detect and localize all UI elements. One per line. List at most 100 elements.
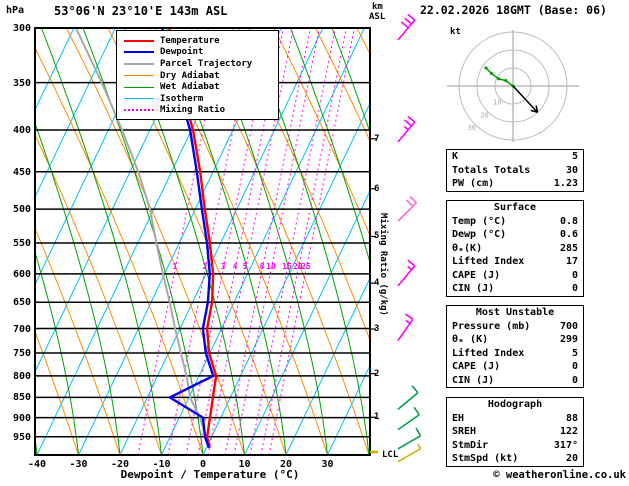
pressure-tick-label: 700 [12,323,31,335]
pressure-axis-unit: hPa [6,5,25,16]
mixing-ratio-value-label: 4 [232,262,238,271]
isotherm-line [35,28,75,111]
wet-adiabat-line [35,121,121,455]
stat-value: 122 [559,426,578,437]
mixing-ratio-value-label: 15 [282,262,292,271]
dry-adiabat-line [273,28,370,237]
stat-row: CIN (J) 0 [447,282,583,296]
km-tick-label: 2 [374,368,380,379]
isotherm-line [285,276,370,455]
km-tick-label: 4 [374,278,380,289]
isotherm-line [244,189,370,455]
stats-box-surface: Surface Temp (°C) 0.8 Dewp (°C) 0.6 θₑ(K) 285 L… [446,200,584,297]
stat-value: 0 [571,361,578,372]
temperature-tick-label: 0 [199,459,207,470]
legend-item: Mixing Ratio [117,105,278,117]
hodograph-ring [494,67,532,105]
wet-adiabat-line [290,28,370,265]
stat-value: 0 [571,269,578,281]
wind-barb [397,259,416,287]
stat-label: EH [452,412,465,424]
profile-parcel [74,28,211,449]
mixing-ratio-axis-label: Mixing Ratio (g/kg) [378,213,388,316]
legend-item: Isotherm [117,93,278,105]
stat-row: Dewp (°C) 0.6 [447,228,583,242]
stat-row: CAPE (J) 0 [447,269,583,283]
stats-section-title: Surface [493,202,537,213]
altitude-axis-ref-asl: ASL [369,12,386,22]
stat-value: 20 [565,453,578,464]
stat-label: Temp (°C) [452,215,507,227]
pressure-tick-label: 550 [12,237,31,249]
wind-barb [397,115,416,143]
stat-row: CIN (J) 0 [447,374,583,388]
legend-swatch-isotherm [124,98,154,100]
stat-value: 5 [571,151,578,162]
hodograph-trace-point [504,79,508,83]
stat-row: Pressure (mb) 700 [447,320,583,334]
legend-label: Wet Adiabat [160,82,220,93]
stat-value: 700 [559,320,578,332]
stat-label: θₑ(K) [452,242,483,254]
legend-item: Parcel Trajectory [117,58,278,70]
profile-dewpoint [161,28,215,449]
stat-value: 299 [559,334,578,345]
legend-swatch-temperature [124,39,154,42]
pressure-tick-label: 450 [12,166,31,178]
isotherm-line [119,28,324,455]
stat-row: SREH 122 [447,425,583,439]
pressure-tick-label: 400 [12,125,31,137]
hodograph-trace [485,67,514,87]
stat-value: 1.23 [553,178,578,189]
hodograph-ring-label: 30 [468,124,476,132]
isotherm-line [327,364,370,455]
stat-value: 0.6 [559,229,578,240]
stats-box-hodograph: Hodograph EH 88 SREH 122 StmDir 317° StmSpd (kt… [446,397,584,467]
mixing-ratio-value-label: 10 [266,262,276,271]
stat-value: 0 [571,283,578,294]
wet-adiabat-line [248,28,370,455]
wind-barb [397,313,414,341]
x-axis-title: Dewpoint / Temperature (°C) [120,468,300,481]
lcl-label: LCL [382,450,399,460]
km-tick-label: 5 [374,231,380,242]
stat-label: Pressure (mb) [452,320,531,332]
mixing-ratio-value-label: 8 [259,262,265,271]
stat-label: StmDir [452,439,489,451]
altitude-axis-unit-km: km [372,2,383,12]
stat-label: CIN (J) [452,374,495,386]
stat-row: θₑ(K) 285 [447,242,583,256]
stat-label: SREH [452,426,477,437]
hodograph: 10 20 30 [447,30,579,142]
mixing-ratio-value-label: 3 [220,262,226,271]
chart-legend: Temperature Dewpoint Parcel Trajectory Dry … [116,30,279,121]
hodograph-ring-label: 10 [493,99,501,107]
run-datetime: 22.02.2026 18GMT (Base: 06) [420,3,607,17]
pressure-tick-label: 900 [12,412,31,424]
wind-barb [397,427,422,450]
storm-motion-arrowhead [530,109,538,114]
stat-value: 0 [571,374,578,386]
legend-label: Dry Adiabat [160,70,220,81]
temperature-tick-label: -20 [110,459,130,470]
wind-barb [397,406,420,431]
legend-label: Parcel Trajectory [160,58,253,69]
mixing-ratio-value-label: 25 [301,262,311,271]
stat-value: 285 [559,242,578,254]
stat-label: CAPE (J) [452,361,501,372]
stats-section-title: Most Unstable [475,307,555,318]
legend-swatch-dry-adiabat [124,75,154,77]
mixing-ratio-value-label: 2 [202,262,208,271]
storm-motion-arrowhead [535,105,539,113]
hodograph-trace-point [497,77,501,81]
stat-row: EH 88 [447,412,583,426]
hodograph-ring-label: 20 [480,111,488,119]
hodograph-ring [476,49,550,123]
pressure-tick-label: 300 [12,23,31,34]
hodograph-unit-label: kt [450,27,461,37]
station-title: 53°06'N 23°10'E 143m ASL [54,4,228,18]
stat-value: 17 [565,256,578,267]
stat-label: StmSpd (kt) [452,453,519,464]
temperature-tick-label: 10 [238,459,251,470]
